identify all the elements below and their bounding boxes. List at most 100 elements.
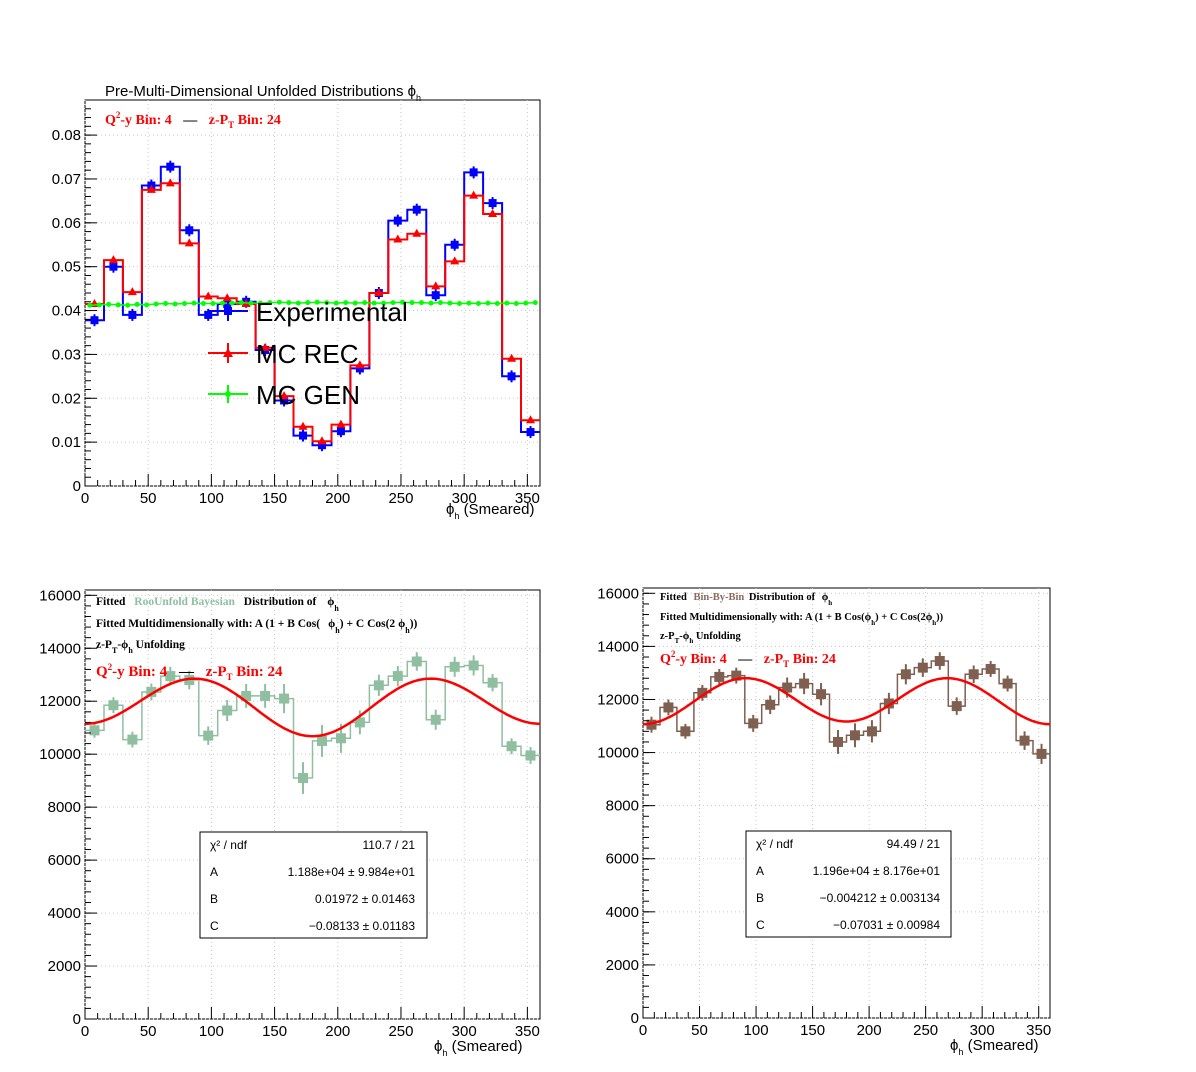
mc-rec-point (374, 288, 384, 296)
x-tick-label: 0 (81, 490, 89, 507)
mc-gen-point (513, 301, 519, 307)
y-tick-label: 0.03 (52, 346, 81, 363)
axes: 0 50 100 150 200 250 300 350 0 0.01 0.02 0.03 0.04 0.… (52, 108, 541, 507)
experimental-point (109, 262, 118, 271)
x-tick-label: 0 (81, 1023, 89, 1040)
bin-label: Q2-y Bin: 4 — z-PT Bin: 24 (105, 110, 281, 130)
mc-gen-point (134, 301, 140, 307)
mc-rec-point (298, 421, 308, 430)
y-tick-label: 6000 (48, 852, 81, 869)
experimental-point (431, 291, 440, 300)
experimental-point (507, 372, 516, 381)
mc-gen-point (362, 300, 368, 306)
title-line-1: Fitted RooUnfold Bayesian Distribution o… (96, 596, 339, 613)
data-point (714, 671, 725, 682)
mc-gen-point (466, 300, 472, 306)
data-point (883, 698, 894, 709)
mc-rec-point (393, 234, 403, 243)
mc-gen-point (447, 300, 453, 306)
mc-rec-point (355, 360, 365, 369)
fit-curve (642, 676, 1051, 726)
mc-rec-point (336, 419, 346, 428)
y-tick-label: 4000 (606, 904, 639, 921)
mc-gen-point (295, 300, 301, 306)
stats-key: A (756, 864, 764, 878)
fit-stats-box: χ² / ndf 94.49 / 21 A 1.196e+04 ± 8.176e… (745, 830, 952, 938)
mc-rec-point (450, 256, 460, 265)
title-line-3: z-PT-ϕh Unfolding (660, 631, 742, 645)
fit-curve (84, 677, 541, 738)
y-tick-label: 0.02 (52, 390, 81, 407)
panel-top-chart: 0 50 100 150 200 250 300 350 0 0.01 0.02 0.03 0.04 0.… (52, 83, 541, 521)
x-axis-label: ϕh (Smeared) (446, 501, 534, 521)
data-point (373, 680, 384, 691)
series-step-roounfold-bayesian (85, 660, 540, 779)
data-point (298, 773, 309, 784)
y-tick-label: 0 (73, 478, 81, 495)
legend: Experimental MC REC MC GEN (208, 297, 408, 410)
mc-rec-point (488, 209, 498, 218)
data-point (731, 670, 742, 681)
x-tick-label: 50 (140, 490, 157, 507)
stats-value: 110.7 / 21 (363, 838, 416, 852)
mc-gen-point (87, 302, 93, 308)
experimental-point (299, 431, 308, 440)
x-tick-label: 150 (262, 490, 287, 507)
x-tick-label: 150 (800, 1022, 825, 1039)
title-block: Fitted RooUnfold Bayesian Distribution o… (96, 596, 418, 655)
y-tick-label: 0.01 (52, 434, 81, 451)
y-tick-label: 14000 (597, 638, 639, 655)
experimental-point (128, 310, 137, 319)
x-tick-label: 100 (199, 1023, 224, 1040)
data-point (816, 689, 827, 700)
mc-gen-point (475, 301, 481, 307)
mc-rec-point (165, 178, 175, 187)
stats-value: 94.49 / 21 (887, 837, 941, 851)
y-tick-label: 10000 (597, 745, 639, 762)
data-point (917, 662, 928, 673)
experimental-point (469, 168, 478, 177)
mc-rec-point (279, 391, 289, 400)
data-point (335, 733, 346, 744)
mc-gen-point (381, 300, 387, 306)
experimental-point (526, 428, 535, 437)
y-tick-label: 6000 (606, 851, 639, 868)
mc-gen-point (153, 301, 159, 307)
experimental-point (317, 441, 326, 450)
stats-key: B (756, 891, 764, 905)
axes: 0 50 100 150 200 250 300 350 0 2000 4000 6000 8000 10… (597, 585, 1051, 1039)
data-point (799, 678, 810, 689)
x-tick-label: 250 (913, 1022, 938, 1039)
series-layer (84, 652, 541, 794)
mc-gen-point (343, 300, 349, 306)
stats-value: −0.004212 ± 0.003134 (820, 891, 941, 905)
mc-gen-point (390, 300, 396, 306)
mc-rec-point (222, 293, 232, 302)
mc-gen-point (485, 300, 491, 306)
y-tick-label: 0.07 (52, 171, 81, 188)
data-point (260, 690, 271, 701)
mc-gen-point (219, 300, 225, 306)
experimental-point (450, 240, 459, 249)
legend-label-mc-gen: MC GEN (256, 380, 360, 410)
data-point (222, 705, 233, 716)
mc-gen-point (409, 300, 415, 306)
data-point (146, 686, 157, 697)
bin-label: Q2-y Bin: 4 — z-PT Bin: 24 (96, 662, 283, 682)
fit-stats-box: χ² / ndf 110.7 / 21 A 1.188e+04 ± 9.984e… (199, 831, 428, 939)
mc-gen-point (276, 299, 282, 305)
data-point (468, 660, 479, 671)
mc-gen-point (172, 301, 178, 307)
x-axis-label: ϕh (Smeared) (950, 1037, 1038, 1057)
mc-gen-point (248, 300, 254, 306)
title-line-1: Fitted Bin-By-Bin Distribution of ϕh (660, 592, 832, 607)
mc-gen-point (238, 300, 244, 306)
mc-gen-point (257, 300, 263, 306)
x-tick-label: 250 (388, 1023, 413, 1040)
data-point (1002, 678, 1013, 689)
x-tick-label: 0 (639, 1022, 647, 1039)
axes: 0 50 100 150 200 250 300 350 0 2000 4000 6000 8000 10… (39, 587, 541, 1040)
experimental-point (166, 162, 175, 171)
legend-entry-mc-gen: MC GEN (208, 380, 360, 410)
mc-gen-point (437, 300, 443, 306)
